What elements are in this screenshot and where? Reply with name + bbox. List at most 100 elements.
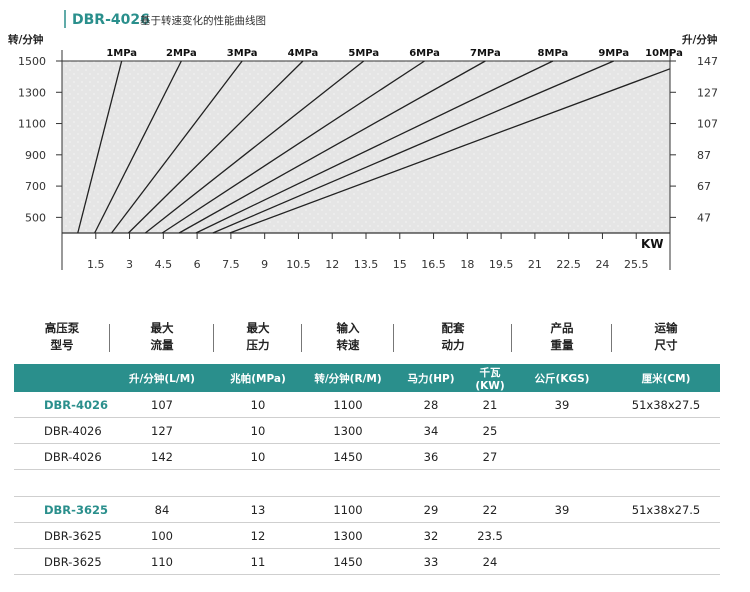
row-flow: 127: [151, 423, 173, 438]
row-flow: 142: [151, 449, 173, 464]
row-hp: 34: [423, 423, 439, 438]
y-left-tick-label: 1500: [18, 55, 46, 68]
pressure-curve-label: 8MPa: [538, 48, 569, 59]
y-left-ticks: 500 700 900 1100 1300 1500: [18, 55, 62, 224]
y-right-tick-label: 147: [697, 55, 718, 68]
unit-pressure: 兆帕(MPa): [230, 372, 286, 385]
row-model: DBR-3625: [44, 528, 102, 543]
row-weight: 39: [554, 502, 570, 517]
x-tick-label: 15: [393, 258, 407, 271]
table-row: DBR-3625 110 11 1450 33 24: [14, 549, 720, 575]
chart-title-subtitle: 基于转速变化的性能曲线图: [140, 14, 266, 27]
header-rpm: 输入 转速: [302, 320, 394, 354]
pressure-curve-label: 2MPa: [166, 48, 197, 59]
pressure-curve-line: [144, 60, 365, 234]
pressure-curve-label: 4MPa: [288, 48, 319, 59]
row-kw: 27: [482, 449, 498, 464]
row-pressure: 10: [250, 449, 266, 464]
table-row: DBR-4026 107 10 1100 28 21 39 51x38x27.5: [14, 392, 720, 418]
x-tick-label: 1.5: [87, 258, 105, 271]
x-tick-label: 25.5: [624, 258, 649, 271]
x-tick-label: 3: [126, 258, 133, 271]
x-tick-label: 13.5: [354, 258, 379, 271]
row-kw: 24: [482, 554, 498, 569]
y-right-unit-label: 升/分钟: [682, 33, 718, 46]
y-right-tick-label: 47: [697, 211, 711, 224]
pressure-curve-line: [161, 60, 425, 234]
x-tick-label: 21: [528, 258, 542, 271]
pressure-curve-line: [212, 60, 614, 234]
y-left-tick-label: 1100: [18, 118, 46, 131]
row-rpm: 1100: [333, 397, 363, 412]
header-power: 配套 动力: [394, 320, 512, 354]
row-flow: 110: [151, 554, 173, 569]
unit-hp: 马力(HP): [407, 372, 455, 385]
y-right-tick-label: 67: [697, 180, 711, 193]
x-tick-label: 24: [595, 258, 609, 271]
x-tick-label: 12: [325, 258, 339, 271]
chart-title-code: DBR-4026: [72, 12, 150, 28]
unit-size: 厘米(CM): [641, 372, 691, 385]
x-tick-label: 18: [460, 258, 474, 271]
header-shipping-size: 运输 尺寸: [654, 321, 678, 352]
row-rpm: 1100: [333, 502, 363, 517]
y-right-tick-label: 107: [697, 118, 718, 131]
pressure-curve-line: [94, 60, 182, 234]
row-model: DBR-4026: [44, 423, 102, 438]
unit-bar: 升/分钟(L/M) 兆帕(MPa) 转/分钟(R/M) 马力(HP) 千瓦(KW…: [14, 364, 720, 392]
row-kw: 25: [482, 423, 498, 438]
table-header-row: 高压泵 型号 最大 流量 最大 压力 输入 转速 配套 动力 产品 重量 运输 尺寸: [14, 318, 720, 356]
y-right-tick-label: 127: [697, 86, 718, 99]
table-row: DBR-4026 127 10 1300 34 25: [14, 418, 720, 444]
pressure-curve-line: [111, 60, 243, 234]
pressure-curve-label: 9MPa: [598, 48, 629, 59]
row-model: DBR-3625: [44, 502, 108, 517]
row-kw: 23.5: [477, 528, 503, 543]
pressure-curve-line: [127, 60, 304, 234]
pressure-curve-label: 6MPa: [409, 48, 440, 59]
x-tick-label: 19.5: [489, 258, 514, 271]
pressure-curve-line: [229, 68, 671, 234]
pressure-curve-label: 5MPa: [348, 48, 379, 59]
unit-flow: 升/分钟(L/M): [129, 372, 195, 385]
y-left-unit-label: 转/分钟: [8, 33, 44, 46]
row-model: DBR-3625: [44, 554, 102, 569]
row-flow: 107: [151, 397, 173, 412]
row-hp: 29: [423, 502, 439, 517]
x-tick-label: 9: [261, 258, 268, 271]
row-rpm: 1450: [333, 449, 363, 464]
row-pressure: 11: [250, 554, 266, 569]
unit-rpm: 转/分钟(R/M): [314, 372, 382, 385]
spec-table: 高压泵 型号 最大 流量 最大 压力 输入 转速 配套 动力 产品 重量 运输 尺寸 升/分钟…: [14, 318, 720, 575]
table-group-dbr-4026: DBR-4026 107 10 1100 28 21 39 51x38x27.5 DBR-402…: [14, 392, 720, 470]
unit-weight: 公斤(KGS): [534, 372, 590, 385]
y-right-tick-label: 87: [697, 149, 711, 162]
y-left-tick-label: 500: [25, 211, 46, 224]
row-hp: 32: [423, 528, 439, 543]
row-flow: 84: [154, 502, 170, 517]
x-tick-label: 6: [194, 258, 201, 271]
header-flow: 最大 流量: [110, 320, 214, 354]
pressure-curve-line: [77, 60, 123, 234]
row-weight: 39: [554, 397, 570, 412]
row-pressure: 10: [250, 423, 266, 438]
pressure-curve-label: 7MPa: [470, 48, 501, 59]
header-model: 高压泵 型号: [14, 320, 110, 354]
pressure-curve-label: 1MPa: [106, 48, 137, 59]
y-left-tick-label: 1300: [18, 86, 46, 99]
x-tick-label: 16.5: [421, 258, 446, 271]
table-row: DBR-3625 100 12 1300 32 23.5: [14, 523, 720, 549]
y-left-tick-label: 700: [25, 180, 46, 193]
row-rpm: 1450: [333, 554, 363, 569]
x-tick-label: 7.5: [222, 258, 240, 271]
table-row: DBR-3625 84 13 1100 29 22 39 51x38x27.5: [14, 497, 720, 523]
y-left-tick-label: 900: [25, 149, 46, 162]
row-hp: 36: [423, 449, 439, 464]
row-pressure: 13: [250, 502, 266, 517]
group-gap: [14, 470, 720, 497]
x-tick-label: 4.5: [155, 258, 173, 271]
row-size: 51x38x27.5: [631, 502, 701, 517]
row-size: 51x38x27.5: [631, 397, 701, 412]
table-group-dbr-3625: DBR-3625 84 13 1100 29 22 39 51x38x27.5 DBR-3625…: [14, 497, 720, 575]
x-tick-label: 22.5: [556, 258, 581, 271]
